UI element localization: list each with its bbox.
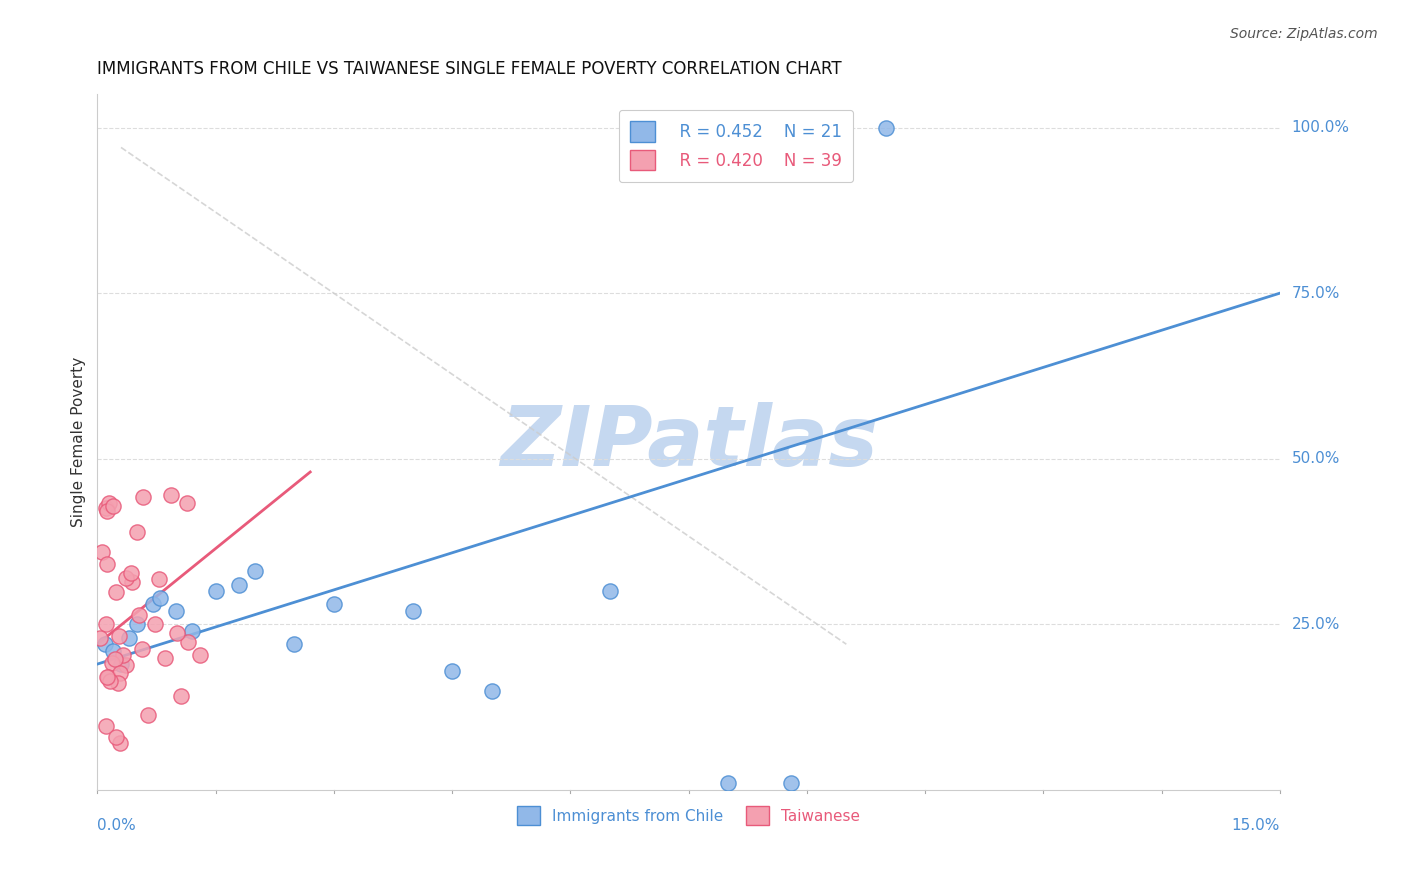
Point — [104, 651, 127, 665]
Point — [101, 656, 124, 670]
Point — [110, 666, 132, 681]
Point — [94, 501, 117, 516]
Point — [181, 624, 204, 638]
Point — [115, 657, 138, 672]
Point — [96, 557, 118, 571]
Point — [96, 719, 118, 733]
Text: 100.0%: 100.0% — [1292, 120, 1350, 135]
Point — [780, 776, 803, 790]
Point — [176, 496, 198, 510]
Point — [132, 491, 155, 505]
Text: IMMIGRANTS FROM CHILE VS TAIWANESE SINGLE FEMALE POVERTY CORRELATION CHART: IMMIGRANTS FROM CHILE VS TAIWANESE SINGL… — [97, 60, 842, 78]
Point — [143, 616, 166, 631]
Text: 50.0%: 50.0% — [1292, 451, 1340, 467]
Point — [101, 499, 124, 513]
Y-axis label: Single Female Poverty: Single Female Poverty — [72, 357, 86, 527]
Point — [90, 545, 112, 559]
Point — [228, 577, 250, 591]
Point — [481, 683, 503, 698]
Point — [108, 736, 131, 750]
Point — [96, 503, 118, 517]
Point — [118, 631, 141, 645]
Point — [105, 730, 128, 744]
Point — [97, 670, 120, 684]
Point — [111, 648, 134, 662]
Point — [402, 604, 425, 618]
Point — [120, 566, 142, 580]
Point — [717, 776, 740, 790]
Point — [98, 673, 121, 688]
Point — [170, 689, 193, 703]
Point — [190, 648, 212, 662]
Point — [141, 598, 163, 612]
Point — [756, 120, 779, 135]
Text: 15.0%: 15.0% — [1232, 818, 1279, 833]
Point — [89, 631, 111, 645]
Point — [128, 607, 150, 622]
Point — [107, 675, 129, 690]
Point — [107, 629, 129, 643]
Text: Source: ZipAtlas.com: Source: ZipAtlas.com — [1230, 27, 1378, 41]
Point — [125, 524, 148, 539]
Point — [283, 637, 305, 651]
Point — [125, 617, 148, 632]
Text: 75.0%: 75.0% — [1292, 285, 1340, 301]
Point — [243, 565, 266, 579]
Point — [204, 584, 226, 599]
Legend: Immigrants from Chile, Taiwanese: Immigrants from Chile, Taiwanese — [510, 800, 866, 831]
Point — [94, 617, 117, 632]
Point — [136, 708, 159, 723]
Point — [97, 496, 120, 510]
Point — [441, 664, 464, 678]
Text: ZIPatlas: ZIPatlas — [499, 401, 877, 483]
Point — [875, 120, 897, 135]
Point — [115, 571, 138, 585]
Point — [155, 651, 177, 665]
Point — [149, 591, 172, 605]
Point — [101, 644, 124, 658]
Point — [131, 641, 153, 656]
Point — [148, 572, 170, 586]
Point — [110, 657, 132, 671]
Point — [166, 626, 188, 640]
Point — [177, 635, 200, 649]
Text: 25.0%: 25.0% — [1292, 617, 1340, 632]
Point — [599, 584, 621, 599]
Point — [105, 585, 128, 599]
Point — [94, 637, 117, 651]
Point — [121, 575, 143, 590]
Text: 0.0%: 0.0% — [97, 818, 136, 833]
Point — [165, 604, 187, 618]
Point — [322, 598, 344, 612]
Point — [96, 670, 118, 684]
Point — [159, 488, 181, 502]
